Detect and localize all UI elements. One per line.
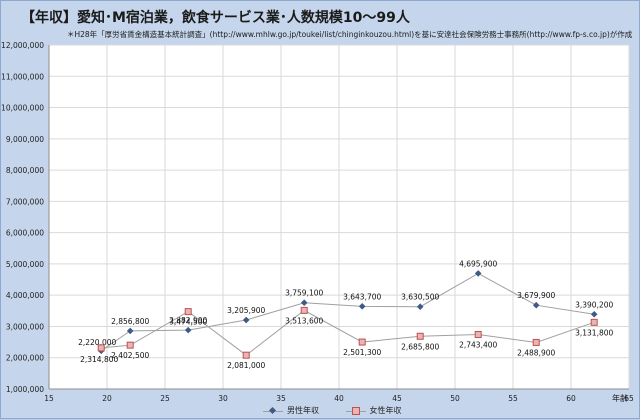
- male-data-label: 3,759,100: [285, 289, 323, 298]
- female-point: [184, 308, 192, 316]
- y-tick-label: 9,000,000: [6, 135, 44, 144]
- female-point: [358, 338, 366, 346]
- x-axis-label: 年齢: [612, 394, 628, 403]
- x-tick-label: 15: [44, 394, 54, 403]
- x-tick-label: 30: [218, 394, 228, 403]
- female-point: [416, 332, 424, 340]
- y-tick-label: 1,000,000: [6, 385, 44, 394]
- female-point: [590, 318, 598, 326]
- female-data-label: 3,513,600: [285, 316, 323, 325]
- y-tick-label: 7,000,000: [6, 197, 44, 206]
- legend-female-label: 女性年収: [369, 406, 402, 415]
- y-tick-label: 10,000,000: [1, 104, 44, 113]
- x-tick-label: 35: [276, 394, 286, 403]
- x-tick-label: 55: [508, 394, 518, 403]
- y-tick-label: 4,000,000: [6, 291, 44, 300]
- legend-male-marker: [263, 406, 283, 415]
- male-data-label: 2,882,900: [169, 316, 207, 325]
- x-tick-label: 50: [450, 394, 460, 403]
- female-point: [532, 338, 540, 346]
- female-data-label: 3,474,500: [169, 318, 207, 327]
- male-data-label: 3,205,900: [227, 306, 265, 315]
- x-tick-label: 65: [624, 394, 634, 403]
- legend: 男性年収 女性年収: [263, 405, 426, 417]
- x-tick-label: 25: [160, 394, 170, 403]
- male-point: [184, 326, 192, 334]
- female-data-label: 2,685,800: [401, 342, 439, 351]
- y-tick-label: 2,000,000: [6, 354, 44, 363]
- male-point: [242, 316, 250, 324]
- y-tick-label: 6,000,000: [6, 229, 44, 238]
- male-point: [590, 310, 598, 318]
- female-data-label: 3,131,800: [575, 328, 613, 337]
- x-tick-label: 45: [392, 394, 402, 403]
- female-data-label: 2,081,000: [227, 361, 265, 370]
- legend-item-male: 男性年収: [263, 405, 319, 416]
- y-tick-label: 12,000,000: [1, 41, 44, 50]
- male-data-label: 4,695,900: [459, 259, 497, 268]
- female-data-label: 2,314,800: [80, 355, 118, 364]
- male-data-label: 3,643,700: [343, 292, 381, 301]
- female-data-label: 2,402,500: [111, 351, 149, 360]
- male-point: [126, 327, 134, 335]
- female-point: [97, 344, 105, 352]
- female-point: [126, 341, 134, 349]
- male-data-label: 3,630,500: [401, 293, 439, 302]
- female-series-line: [101, 309, 595, 356]
- male-point: [532, 301, 540, 309]
- female-data-label: 2,501,300: [343, 348, 381, 357]
- male-point: [416, 303, 424, 311]
- male-data-label: 3,679,900: [517, 291, 555, 300]
- legend-male-label: 男性年収: [287, 406, 319, 415]
- chart-title: 【年収】愛知･M宿泊業，飲食サービス業･人数規模10～99人: [21, 10, 410, 26]
- y-tick-label: 3,000,000: [6, 322, 44, 331]
- male-series-line: [100, 272, 595, 352]
- female-point: [242, 351, 250, 359]
- chart-subtitle: ＊H28年「厚労省賃金構造基本統計調査」(http://www.mhlw.go.…: [67, 30, 633, 39]
- male-data-label: 3,390,200: [575, 300, 613, 309]
- male-data-label: 2,856,800: [111, 317, 149, 326]
- legend-item-female: 女性年収: [345, 405, 402, 416]
- male-point: [358, 303, 366, 310]
- x-tick-label: 60: [566, 394, 576, 403]
- female-data-label: 2,743,400: [459, 340, 497, 349]
- female-point: [300, 306, 308, 314]
- y-tick-label: 11,000,000: [1, 72, 44, 81]
- legend-female-marker: [345, 406, 366, 415]
- y-tick-label: 8,000,000: [6, 166, 44, 175]
- male-point: [300, 299, 308, 307]
- female-data-label: 2,488,900: [517, 348, 555, 357]
- y-tick-label: 5,000,000: [6, 260, 44, 269]
- female-point: [474, 330, 482, 338]
- x-tick-label: 40: [334, 394, 344, 403]
- x-tick-label: 20: [102, 394, 112, 403]
- male-data-label: 2,220,000: [78, 338, 116, 347]
- male-point: [474, 270, 482, 277]
